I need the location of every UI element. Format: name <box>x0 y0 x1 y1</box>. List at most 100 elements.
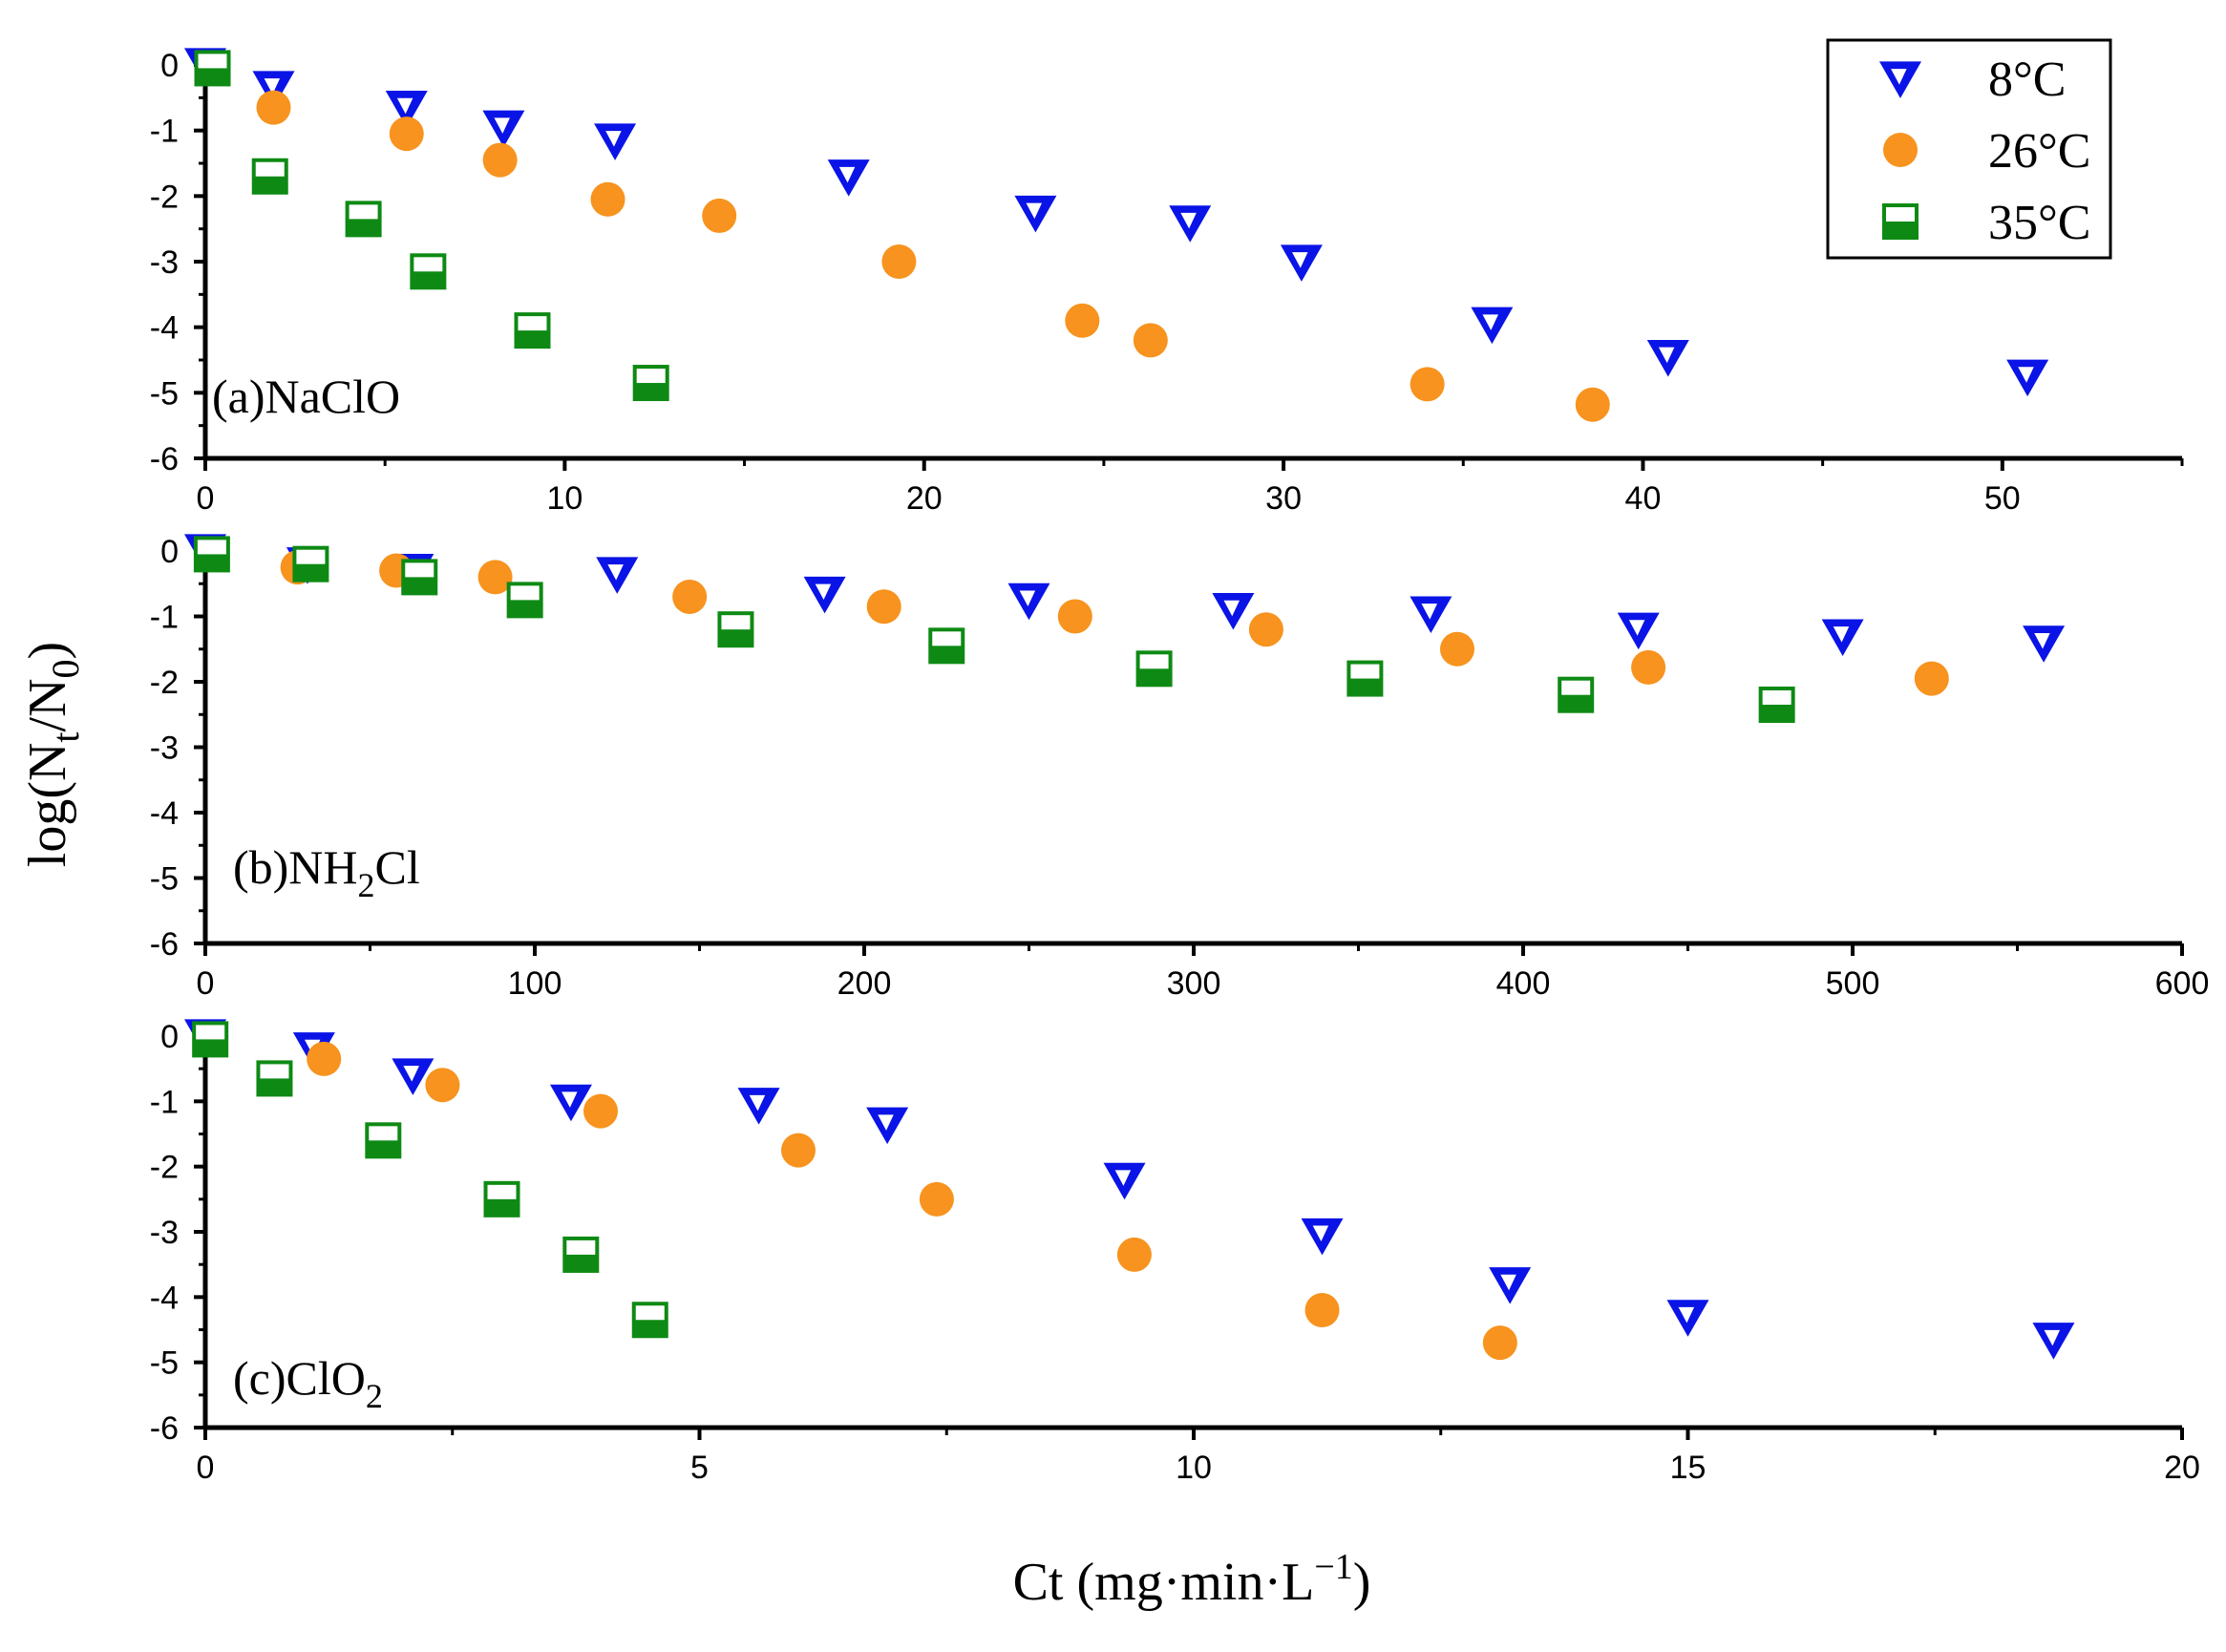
data-point <box>803 576 846 614</box>
data-point <box>1575 387 1610 422</box>
data-point <box>632 365 669 402</box>
y-tick-label: -4 <box>150 1280 179 1316</box>
panel-a-naclo: 0 -1 -2 -3 -4 -5 -6 0 10 20 30 40 50 <box>150 48 2184 517</box>
data-point <box>425 1068 460 1103</box>
x-tick-label: 15 <box>1670 1450 1707 1486</box>
data-point <box>866 589 901 625</box>
data-point <box>1212 593 1255 630</box>
data-point <box>1617 612 1660 650</box>
x-tick-label: 100 <box>508 965 562 1002</box>
data-point <box>256 1060 293 1097</box>
x-tick-label: 50 <box>1984 480 2021 517</box>
legend-label: 8°C <box>1988 53 2066 107</box>
legend-marker <box>1882 203 1919 240</box>
legend-label: 26°C <box>1988 124 2090 179</box>
data-point <box>590 181 625 217</box>
data-point <box>1169 205 1212 243</box>
data-point <box>1133 323 1168 358</box>
data-point <box>1346 660 1384 697</box>
data-point <box>631 1302 668 1339</box>
panel-label-c: (c)ClO2 <box>233 1351 383 1415</box>
x-tick-label: 20 <box>906 480 943 517</box>
y-tick-label: -1 <box>150 114 179 150</box>
data-point <box>1489 1267 1532 1304</box>
data-point <box>477 560 513 595</box>
y-tick-label: -6 <box>150 1410 179 1447</box>
x-tick-label: 10 <box>546 480 583 517</box>
x-axis-title: Ct (mg·min·L−1) <box>1013 1547 1371 1612</box>
panel-label-a: (a)NaClO <box>212 370 400 423</box>
data-point <box>252 71 295 108</box>
data-point <box>1007 582 1050 621</box>
legend-marker <box>1879 61 1921 98</box>
legend-label: 35°C <box>1988 196 2090 250</box>
data-point <box>365 1122 402 1159</box>
data-point <box>1304 1293 1340 1327</box>
data-point <box>482 142 518 178</box>
data-point <box>345 201 382 238</box>
data-point <box>506 582 543 619</box>
data-point <box>583 1093 618 1129</box>
y-tick-label: -2 <box>150 665 179 701</box>
x-tick-label: 400 <box>1496 965 1551 1002</box>
data-point <box>307 1041 342 1076</box>
data-point <box>1482 1325 1517 1361</box>
y-tick-label: -4 <box>150 310 179 347</box>
x-tick-label: 10 <box>1176 1450 1212 1486</box>
data-point <box>717 611 754 648</box>
y-tick-label: -3 <box>150 1215 179 1251</box>
x-tick-label: 200 <box>837 965 892 1002</box>
data-point <box>1558 676 1595 713</box>
data-point <box>596 557 639 594</box>
data-point <box>866 1107 909 1145</box>
data-point <box>1758 686 1795 723</box>
panel-label-b: (b)NH2Cl <box>233 840 420 904</box>
legend: 8°C 26°C 35°C <box>1826 38 2112 260</box>
data-point <box>292 545 329 582</box>
data-point <box>2023 625 2066 663</box>
data-point <box>1280 244 1323 282</box>
y-tick-label: 0 <box>160 534 179 570</box>
data-point <box>1014 195 1057 233</box>
data-point <box>1065 303 1100 338</box>
data-point <box>737 1088 780 1125</box>
data-point <box>392 1058 435 1095</box>
data-point <box>827 159 870 197</box>
data-point <box>256 90 291 125</box>
data-point <box>549 1084 592 1122</box>
data-point <box>389 116 424 152</box>
data-point <box>881 244 917 279</box>
data-point <box>251 158 288 195</box>
y-tick-label: -5 <box>150 375 179 412</box>
data-point <box>594 123 637 160</box>
y-tick-label: -1 <box>150 600 179 636</box>
data-point <box>1440 631 1474 667</box>
data-point <box>1666 1300 1709 1337</box>
data-point <box>781 1133 816 1168</box>
legend-box <box>1826 38 2112 260</box>
legend-marker <box>1883 133 1918 167</box>
data-point <box>194 50 231 87</box>
x-tick-label: 30 <box>1265 480 1302 517</box>
y-tick-label: -3 <box>150 244 179 281</box>
data-point <box>702 198 737 233</box>
data-point <box>2032 1323 2075 1360</box>
y-tick-label: -2 <box>150 1150 179 1186</box>
y-tick-label: -3 <box>150 731 179 767</box>
data-point <box>1821 619 1864 656</box>
data-point <box>928 627 965 665</box>
data-point <box>562 1236 600 1273</box>
x-tick-label: 0 <box>197 480 215 517</box>
y-axis-title: log(Nt/N0) <box>18 642 87 867</box>
data-point <box>1057 599 1092 634</box>
y-tick-label: -1 <box>150 1084 179 1120</box>
data-point <box>410 253 447 290</box>
data-point <box>1471 307 1514 345</box>
x-tick-label: 300 <box>1167 965 1221 1002</box>
data-point <box>2006 359 2049 397</box>
data-point <box>1631 649 1666 685</box>
panel-c-clo2: 0 -1 -2 -3 -4 -5 -6 0 5 10 15 20 <box>150 1019 2200 1486</box>
data-point <box>1301 1218 1344 1256</box>
y-tick-label: -6 <box>150 926 179 963</box>
